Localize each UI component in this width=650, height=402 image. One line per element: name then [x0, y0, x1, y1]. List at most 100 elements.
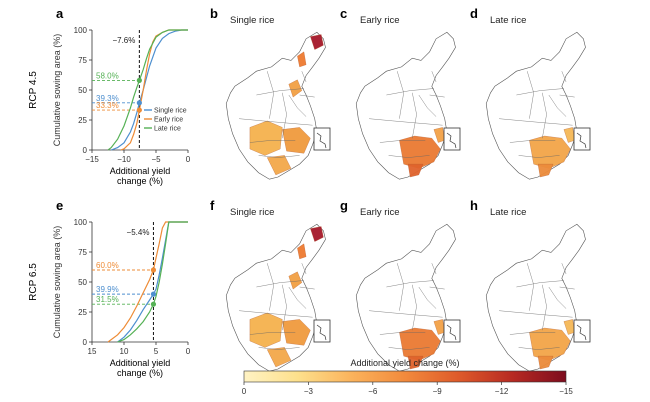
inset-box: [313, 319, 331, 343]
province-border: [386, 88, 434, 96]
panel-letter: h: [470, 198, 478, 213]
yield-region: [399, 135, 441, 169]
map-panels: b Single rice c Early rice d Late rice f Single…: [210, 6, 591, 372]
inset-islands: [316, 324, 327, 341]
province-border: [431, 263, 437, 275]
chart-panel-a: a RCP 4.5 Cumulative sowing area (%) 0 25 50 7…: [28, 6, 191, 186]
province-border: [418, 94, 437, 117]
panel-letter: b: [210, 6, 218, 21]
map-panel-b: b Single rice: [210, 6, 331, 180]
y-tick-label: 0: [83, 338, 88, 347]
annotation-label: 39.9%: [96, 285, 119, 294]
province-border: [412, 284, 417, 331]
inset-islands: [446, 324, 457, 341]
colorbar-tick-label: −15: [559, 387, 573, 396]
province-border: [397, 263, 404, 311]
province-border: [509, 140, 556, 143]
province-border: [256, 280, 304, 288]
province-border: [499, 310, 573, 318]
x-tick-label: 0: [186, 347, 191, 356]
legend-entry: Early rice: [154, 117, 183, 124]
province-border: [518, 347, 560, 350]
y-tick-label: 50: [78, 86, 87, 95]
province-border: [388, 155, 430, 158]
annotation-label: 60.0%: [96, 261, 119, 270]
province-border: [429, 286, 445, 290]
province-border: [527, 263, 534, 311]
intersection-point: [136, 77, 142, 83]
y-tick-label: 75: [78, 248, 87, 257]
yield-region: [282, 127, 311, 154]
annotation-label: 33.3%: [96, 101, 119, 110]
intersection-point: [136, 107, 142, 113]
panel-letter: f: [210, 198, 215, 213]
province-border: [397, 71, 404, 119]
map-title: Early rice: [360, 207, 400, 218]
colorbar-tick-label: −9: [433, 387, 443, 396]
panel-letter: c: [340, 6, 347, 21]
yield-region: [282, 319, 311, 346]
map-title: Single rice: [230, 207, 274, 218]
x-tick-label: −5: [151, 155, 161, 164]
panel-letter: e: [56, 198, 63, 213]
series-line: [117, 221, 188, 343]
y-axis-label: Cumulative sowing area (%): [52, 34, 62, 147]
reference-vline-label: −5.4%: [127, 228, 150, 237]
map-title: Late rice: [490, 207, 526, 218]
province-border: [431, 71, 437, 83]
province-border: [239, 310, 313, 318]
yield-region: [310, 226, 324, 242]
y-tick-label: 25: [78, 116, 87, 125]
series-line: [107, 221, 188, 343]
inset-box: [443, 127, 461, 151]
intersection-point: [150, 267, 157, 273]
inset-box: [443, 319, 461, 343]
y-tick-label: 75: [78, 56, 87, 65]
province-border: [369, 310, 443, 318]
colorbar-tick-label: −3: [304, 387, 314, 396]
inset-box: [573, 127, 591, 151]
annotation-label: 31.5%: [96, 295, 119, 304]
map-panel-c: c Early rice: [340, 6, 461, 180]
province-border: [516, 280, 564, 288]
panel-letter: d: [470, 6, 478, 21]
province-border: [527, 71, 534, 119]
province-border: [288, 94, 307, 117]
province-border: [258, 155, 300, 158]
reference-vline-label: −7.6%: [112, 36, 135, 45]
map-panel-h: h Late rice: [470, 198, 591, 372]
province-border: [282, 284, 287, 331]
x-tick-label: 5: [154, 347, 159, 356]
province-border: [282, 92, 287, 139]
yield-region: [529, 327, 571, 361]
province-border: [288, 286, 307, 309]
y-tick-label: 0: [83, 146, 88, 155]
panel-letter: a: [56, 6, 64, 21]
x-axis-label-line1: Additional yield: [110, 358, 171, 368]
yield-region: [399, 327, 441, 361]
province-border: [299, 94, 315, 98]
province-border: [256, 88, 304, 96]
x-tick-label: 10: [120, 347, 129, 356]
yield-region: [266, 155, 292, 176]
map-title: Late rice: [490, 15, 526, 26]
inset-islands: [576, 324, 587, 341]
colorbar-tick-label: −6: [368, 387, 378, 396]
yield-region: [288, 79, 302, 98]
province-border: [559, 286, 575, 290]
colorbar-gradient: [243, 370, 567, 383]
x-axis-label-line2: change (%): [117, 368, 163, 378]
map-panel-d: d Late rice: [470, 6, 591, 180]
province-border: [542, 284, 547, 331]
province-border: [429, 94, 445, 98]
yield-region: [537, 355, 554, 370]
series-line: [117, 221, 188, 343]
province-border: [561, 71, 567, 83]
province-border: [249, 332, 296, 335]
province-border: [379, 140, 426, 143]
province-border: [249, 140, 296, 143]
map-title: Single rice: [230, 15, 274, 26]
map-panel-f: f Single rice: [210, 198, 331, 372]
map-title: Early rice: [360, 15, 400, 26]
province-border: [267, 263, 274, 311]
